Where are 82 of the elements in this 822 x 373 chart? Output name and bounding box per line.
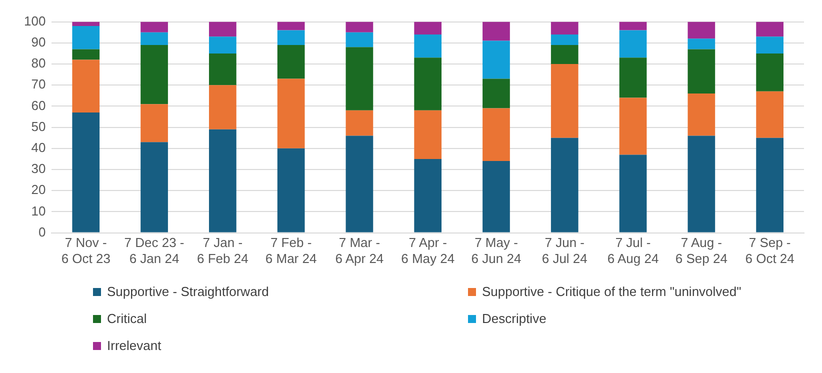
bar	[277, 45, 305, 79]
bar	[72, 26, 100, 50]
bar	[277, 78, 305, 148]
bar	[688, 22, 716, 39]
bar	[619, 58, 647, 98]
bar	[619, 98, 647, 155]
bar	[756, 36, 784, 54]
bar	[277, 148, 305, 232]
bar	[346, 47, 374, 110]
x-tick-label: 7 Sep - 6 Oct 24	[745, 235, 794, 266]
y-tick-label: 20	[31, 182, 46, 198]
bar	[482, 78, 510, 108]
bar	[208, 129, 236, 232]
x-tick-label: 7 Jun - 6 Jul 24	[542, 235, 588, 266]
bar	[140, 32, 168, 46]
bar	[72, 112, 100, 232]
y-tick-label: 40	[31, 140, 46, 155]
y-tick-label: 80	[31, 56, 46, 71]
bar	[482, 22, 510, 41]
bar	[208, 53, 236, 86]
bar	[140, 22, 168, 32]
bar	[277, 30, 305, 46]
x-tick-label: 7 Jul - 6 Aug 24	[607, 235, 659, 266]
bar	[414, 158, 442, 232]
bar	[688, 38, 716, 50]
y-tick-label: 70	[31, 76, 46, 92]
bar	[550, 64, 578, 138]
x-tick-label: 7 Jan - 6 Feb 24	[197, 235, 248, 266]
bar	[140, 104, 168, 142]
bar	[414, 34, 442, 58]
x-tick-label: 7 May - 6 Jun 24	[471, 235, 522, 266]
legend-label: Descriptive	[482, 311, 546, 326]
bar	[208, 36, 236, 54]
bar	[550, 34, 578, 46]
y-tick-label: 10	[31, 203, 46, 218]
bar	[346, 110, 374, 136]
bar	[140, 45, 168, 104]
bar	[414, 58, 442, 110]
bar	[550, 22, 578, 34]
bar	[414, 22, 442, 34]
bar	[550, 45, 578, 64]
bar	[688, 94, 716, 136]
legend-label: Critical	[107, 311, 147, 326]
y-tick-label: 90	[31, 34, 46, 50]
bar	[688, 49, 716, 94]
legend-label: Supportive - Critique of the term "uninvolved"	[482, 284, 742, 299]
x-tick-label: 7 Dec 23 - 6 Jan 24	[124, 235, 184, 266]
x-tick-label: 7 Mar - 6 Apr 24	[335, 235, 384, 266]
bar	[72, 49, 100, 60]
x-tick-label: 7 Nov - 6 Oct 23	[61, 235, 110, 266]
x-tick-label: 7 Aug - 6 Sep 24	[675, 235, 728, 266]
y-tick-label: 30	[31, 161, 46, 176]
bar	[619, 154, 647, 232]
bar	[346, 22, 374, 32]
y-tick-label: 60	[31, 98, 46, 113]
bar	[482, 161, 510, 232]
legend-label: Supportive - Straightforward	[107, 284, 269, 299]
bar	[208, 22, 236, 37]
bar	[619, 22, 647, 30]
y-tick-label: 100	[24, 13, 46, 28]
bar	[72, 60, 100, 113]
bar	[756, 22, 784, 37]
bar	[756, 91, 784, 138]
bar	[346, 136, 374, 232]
bar	[756, 53, 784, 92]
bar	[72, 22, 100, 26]
y-tick-label: 0	[38, 224, 46, 240]
x-tick-label: 7 Feb - 6 Mar 24	[265, 235, 317, 266]
bar	[140, 142, 168, 232]
bar	[346, 32, 374, 48]
bar	[482, 40, 510, 79]
legend-label: Irrelevant	[107, 338, 162, 353]
bar	[208, 85, 236, 130]
bar	[619, 30, 647, 58]
bar	[550, 138, 578, 232]
bar	[756, 138, 784, 232]
y-tick-label: 50	[31, 118, 46, 134]
bar	[414, 110, 442, 159]
bar	[688, 136, 716, 232]
x-tick-label: 7 Apr - 6 May 24	[401, 235, 455, 266]
bar	[482, 108, 510, 162]
bar	[277, 22, 305, 30]
